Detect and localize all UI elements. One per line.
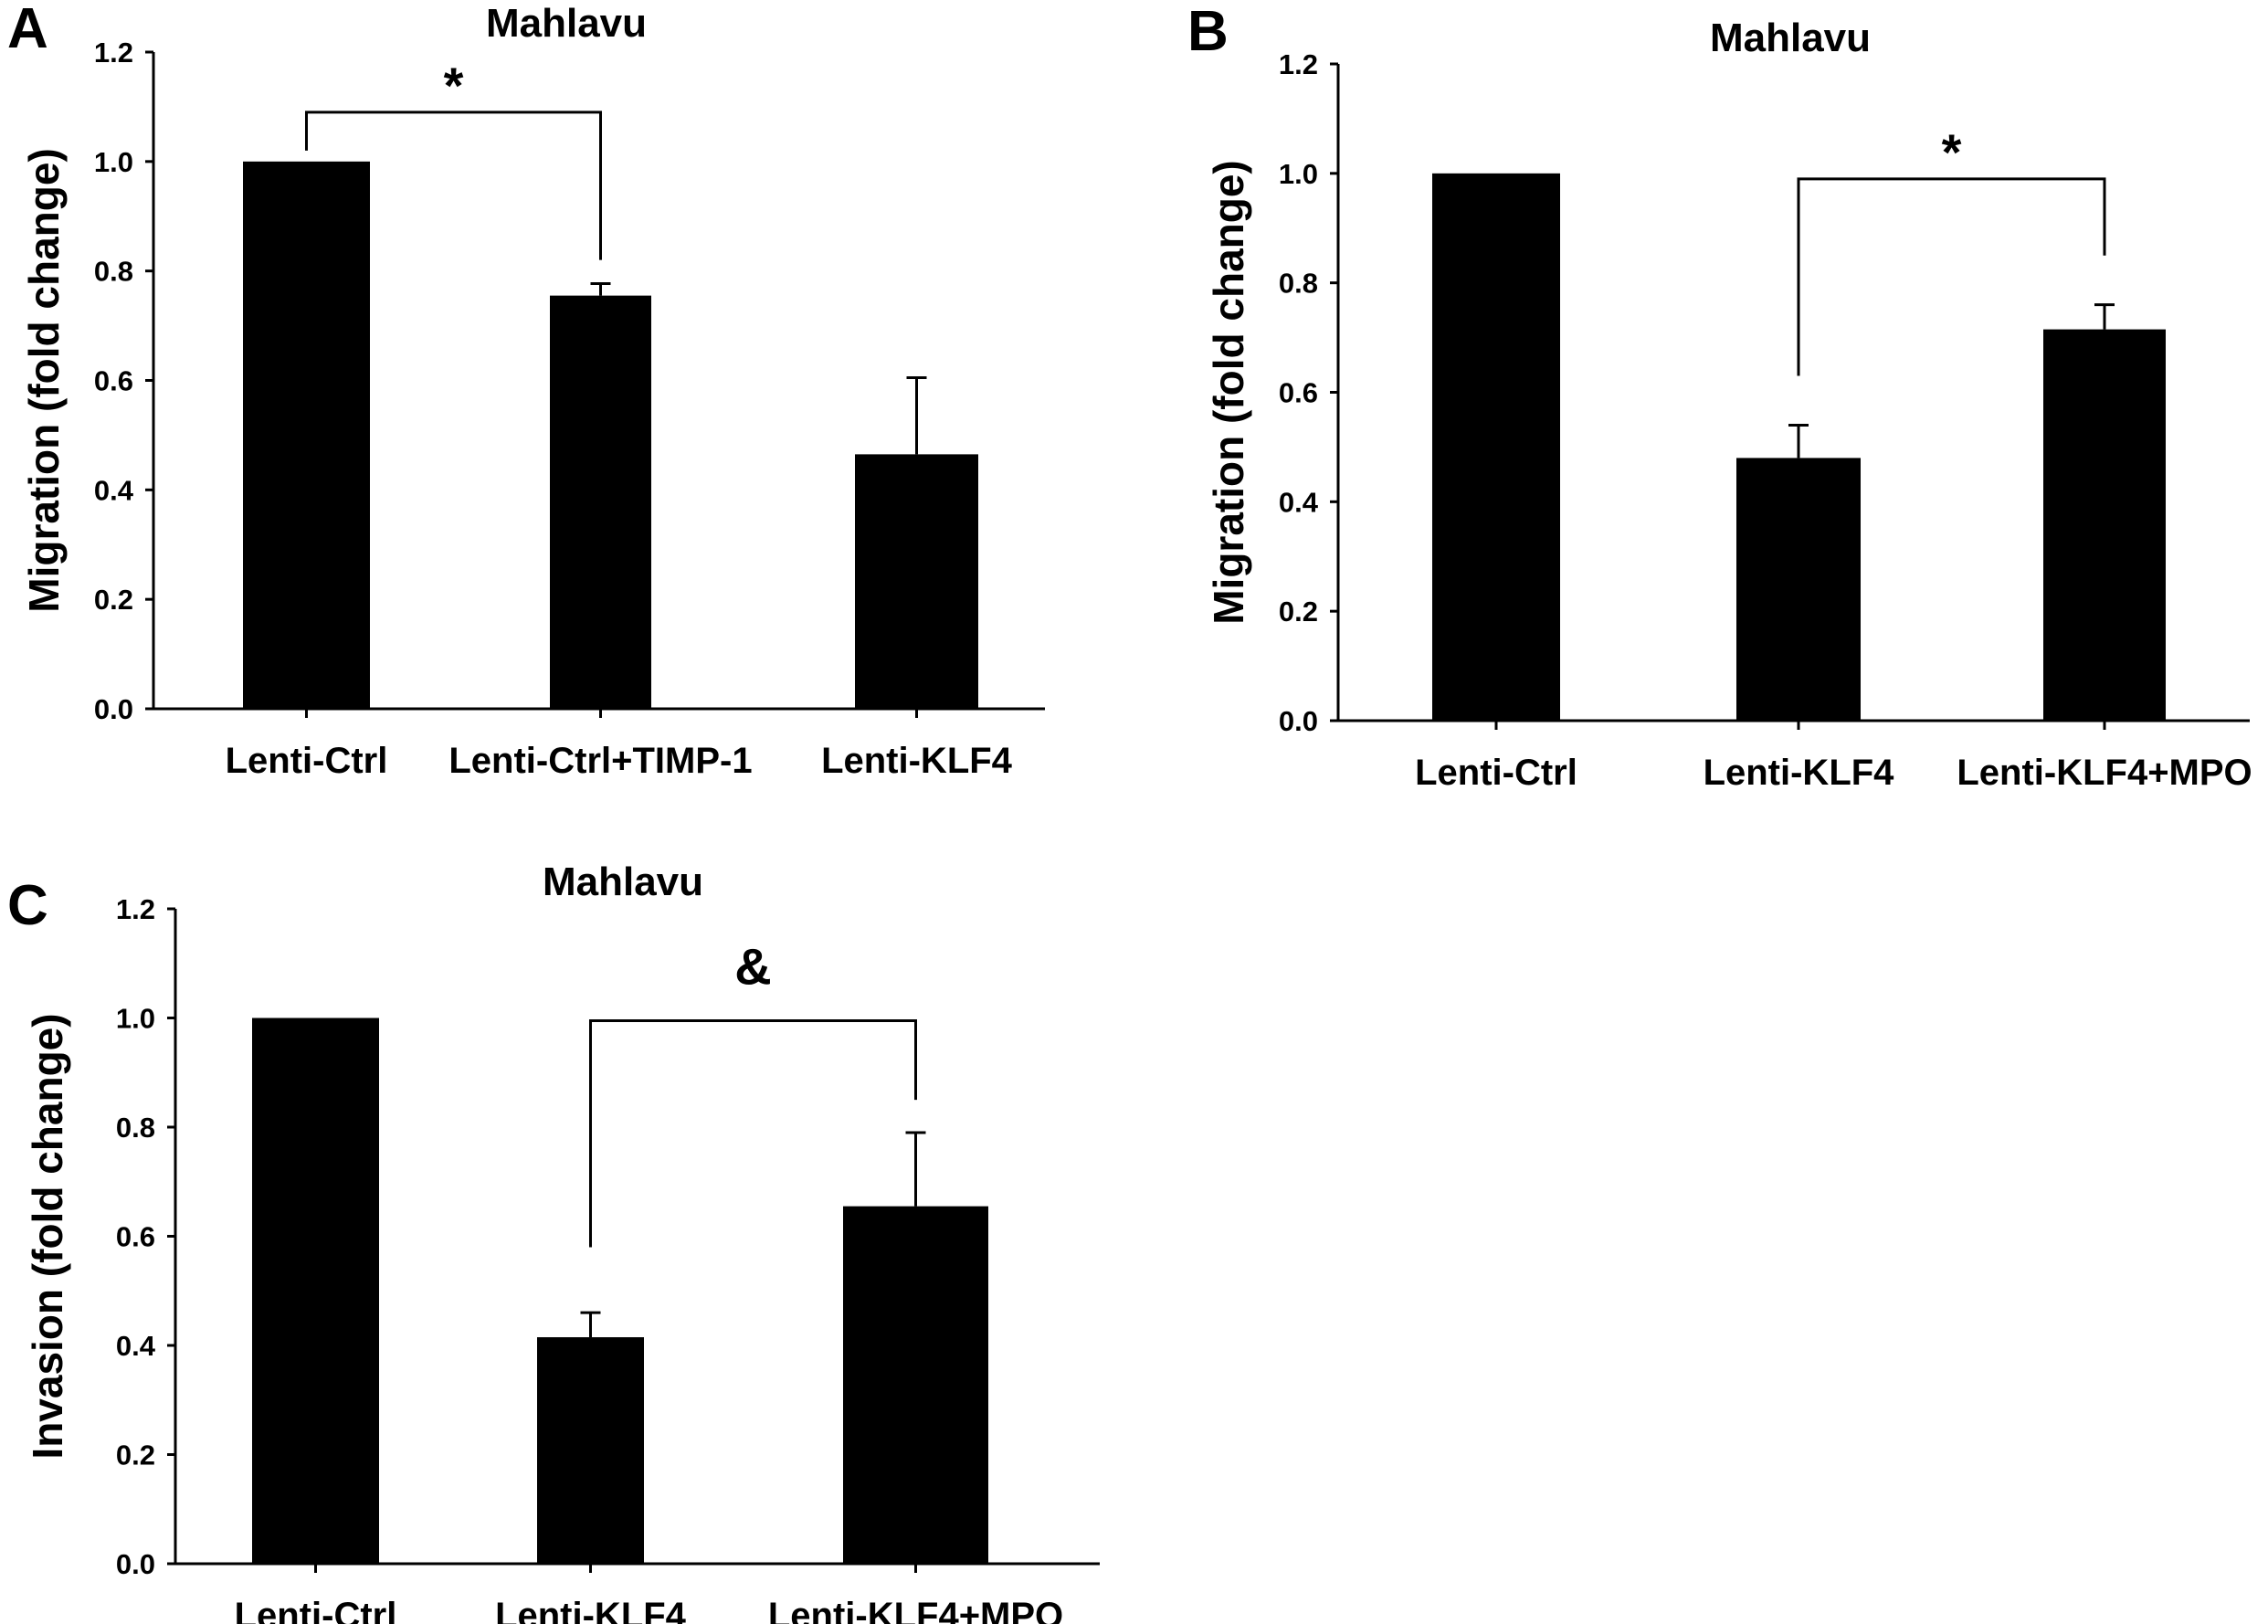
y-tick-label: 0.8 <box>116 1112 155 1144</box>
bar-lenti-ctrl-timp-1 <box>550 295 651 709</box>
y-tick-label: 1.0 <box>116 1003 155 1035</box>
significance-label: * <box>444 57 464 114</box>
x-tick-label: Lenti-Ctrl+TIMP-1 <box>448 741 752 781</box>
bar-lenti-ctrl <box>252 1018 379 1564</box>
y-tick-label: 1.2 <box>94 37 133 69</box>
chart-title: Mahlavu <box>543 859 703 904</box>
significance-label: * <box>1942 123 1962 181</box>
bar-lenti-ctrl <box>1432 173 1560 722</box>
significance-bracket <box>1797 177 2106 376</box>
y-tick-label: 0.2 <box>116 1439 155 1471</box>
y-tick-label: 0.0 <box>94 693 133 725</box>
x-tick-label: Lenti-KLF4+MPO <box>1957 753 2252 793</box>
x-tick-label: Lenti-Ctrl <box>226 741 388 781</box>
panel-letter: A <box>7 0 48 60</box>
bar-lenti-ctrl <box>243 161 370 710</box>
y-tick-label: 0.6 <box>1279 377 1318 409</box>
x-tick-label: Lenti-Ctrl <box>1415 753 1577 793</box>
panel-letter: C <box>7 874 48 937</box>
y-tick-label: 0.4 <box>116 1330 156 1362</box>
y-tick-label: 0.6 <box>116 1221 155 1253</box>
chart-panel-a: A Mahlavu Migration (fold change) 0.0 0.2 0.4… <box>7 0 1045 781</box>
y-tick-label: 0.6 <box>94 365 133 397</box>
bar-lenti-klf4-mpo <box>2043 329 2166 721</box>
x-tick-label: Lenti-KLF4 <box>495 1596 687 1624</box>
panel-letter: B <box>1187 0 1229 63</box>
bar-lenti-klf4 <box>855 454 978 709</box>
y-axis-label: Invasion (fold change) <box>24 1013 71 1459</box>
y-tick-label: 1.2 <box>1279 48 1318 80</box>
y-tick-label: 0.0 <box>116 1548 155 1580</box>
x-tick-label: Lenti-Ctrl <box>235 1596 397 1624</box>
y-tick-label: 0.2 <box>1279 596 1318 627</box>
y-axis-label: Migration (fold change) <box>1205 160 1252 625</box>
y-tick-label: 0.8 <box>1279 268 1318 300</box>
y-tick-label: 1.2 <box>116 893 155 925</box>
significance-bracket <box>305 111 602 260</box>
chart-panel-c: C Mahlavu Invasion (fold change) 0.0 0.2 0.4 0… <box>7 859 1100 1624</box>
y-tick-label: 0.0 <box>1279 705 1318 737</box>
y-tick-label: 0.4 <box>1279 486 1319 518</box>
y-tick-label: 0.2 <box>94 584 133 616</box>
x-tick-label: Lenti-KLF4 <box>821 741 1013 781</box>
y-tick-label: 0.4 <box>94 474 134 506</box>
y-tick-label: 0.8 <box>94 256 133 288</box>
y-tick-label: 1.0 <box>1279 158 1318 190</box>
chart-panel-b: B Mahlavu Migration (fold change) 0.0 0.2 0.4… <box>1187 0 2252 793</box>
bar-lenti-klf4 <box>537 1337 644 1564</box>
x-tick-label: Lenti-KLF4 <box>1704 753 1895 793</box>
y-axis-label: Migration (fold change) <box>20 148 68 613</box>
chart-title: Mahlavu <box>1710 16 1871 60</box>
bar-lenti-klf4 <box>1736 458 1861 721</box>
significance-bracket <box>589 1018 917 1248</box>
chart-title: Mahlavu <box>486 1 647 46</box>
significance-label: & <box>734 937 771 995</box>
x-tick-label: Lenti-KLF4+MPO <box>768 1596 1063 1624</box>
y-tick-label: 1.0 <box>94 146 133 178</box>
bar-lenti-klf4-mpo <box>843 1206 988 1564</box>
